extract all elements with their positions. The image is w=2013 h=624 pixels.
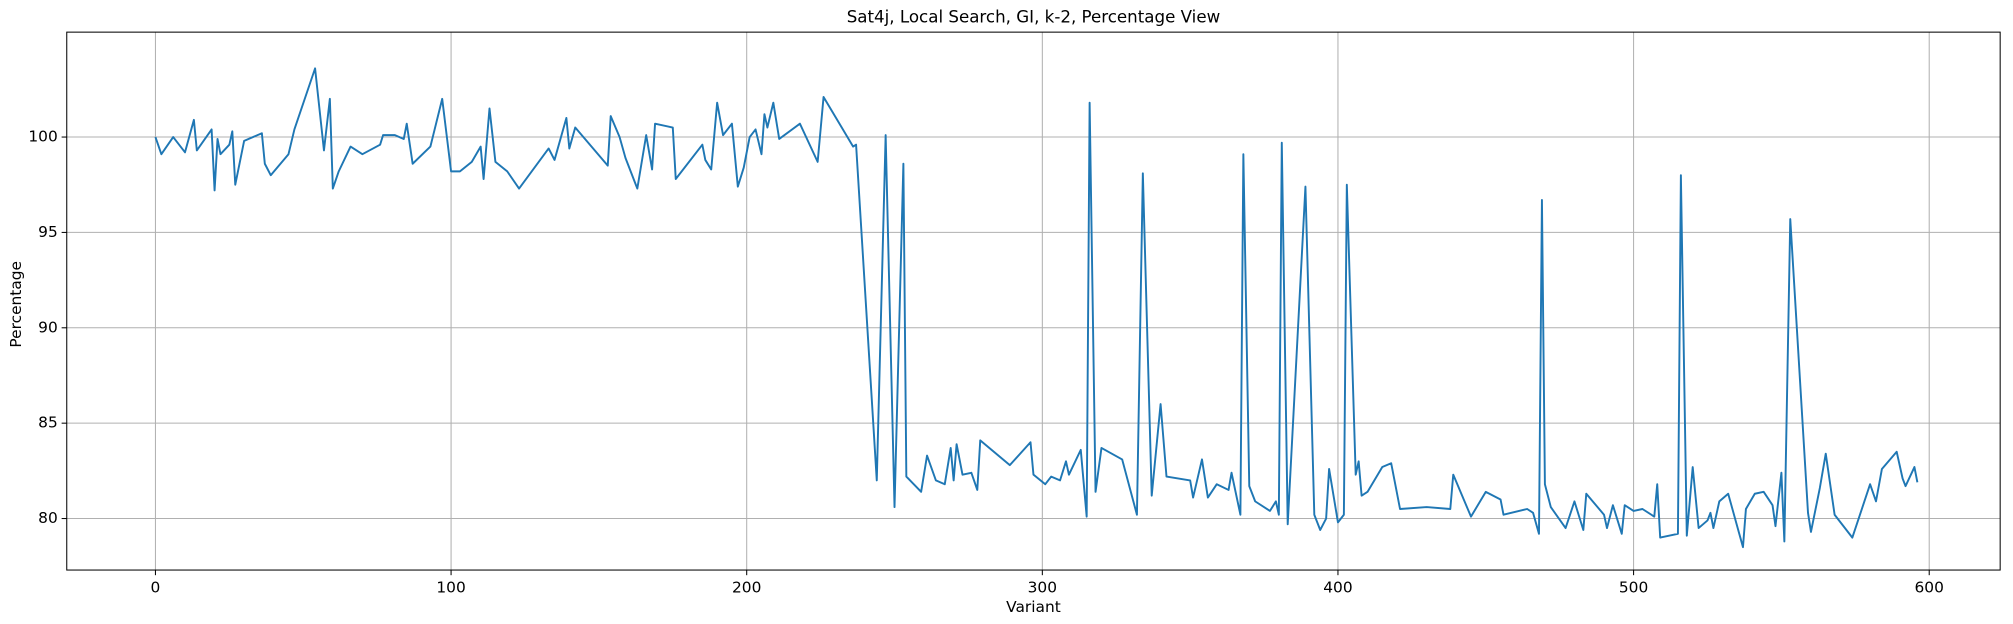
x-tick-label: 100 <box>436 579 465 597</box>
data-line <box>154 67 1919 549</box>
plot-area: 0 100 200 300 400 500 600 80 85 90 95 100 <box>28 32 2001 597</box>
x-tick-label: 500 <box>1619 579 1648 597</box>
y-tick-label: 80 <box>38 509 58 527</box>
y-tick-label: 95 <box>38 223 58 241</box>
y-axis-label: Percentage <box>7 261 25 348</box>
x-tick-label: 200 <box>732 579 761 597</box>
x-tick-label: 600 <box>1915 579 1944 597</box>
x-axis-label: Variant <box>1006 598 1061 616</box>
y-tick-label: 90 <box>38 318 58 336</box>
axes-frame <box>66 31 2001 571</box>
y-tick-label: 100 <box>28 128 57 146</box>
y-tick-label: 85 <box>38 414 58 432</box>
x-tick-label: 400 <box>1323 579 1352 597</box>
chart-title: Sat4j, Local Search, GI, k-2, Percentage… <box>847 8 1221 27</box>
x-tick-label: 300 <box>1028 579 1057 597</box>
x-tick-label: 0 <box>151 579 161 597</box>
